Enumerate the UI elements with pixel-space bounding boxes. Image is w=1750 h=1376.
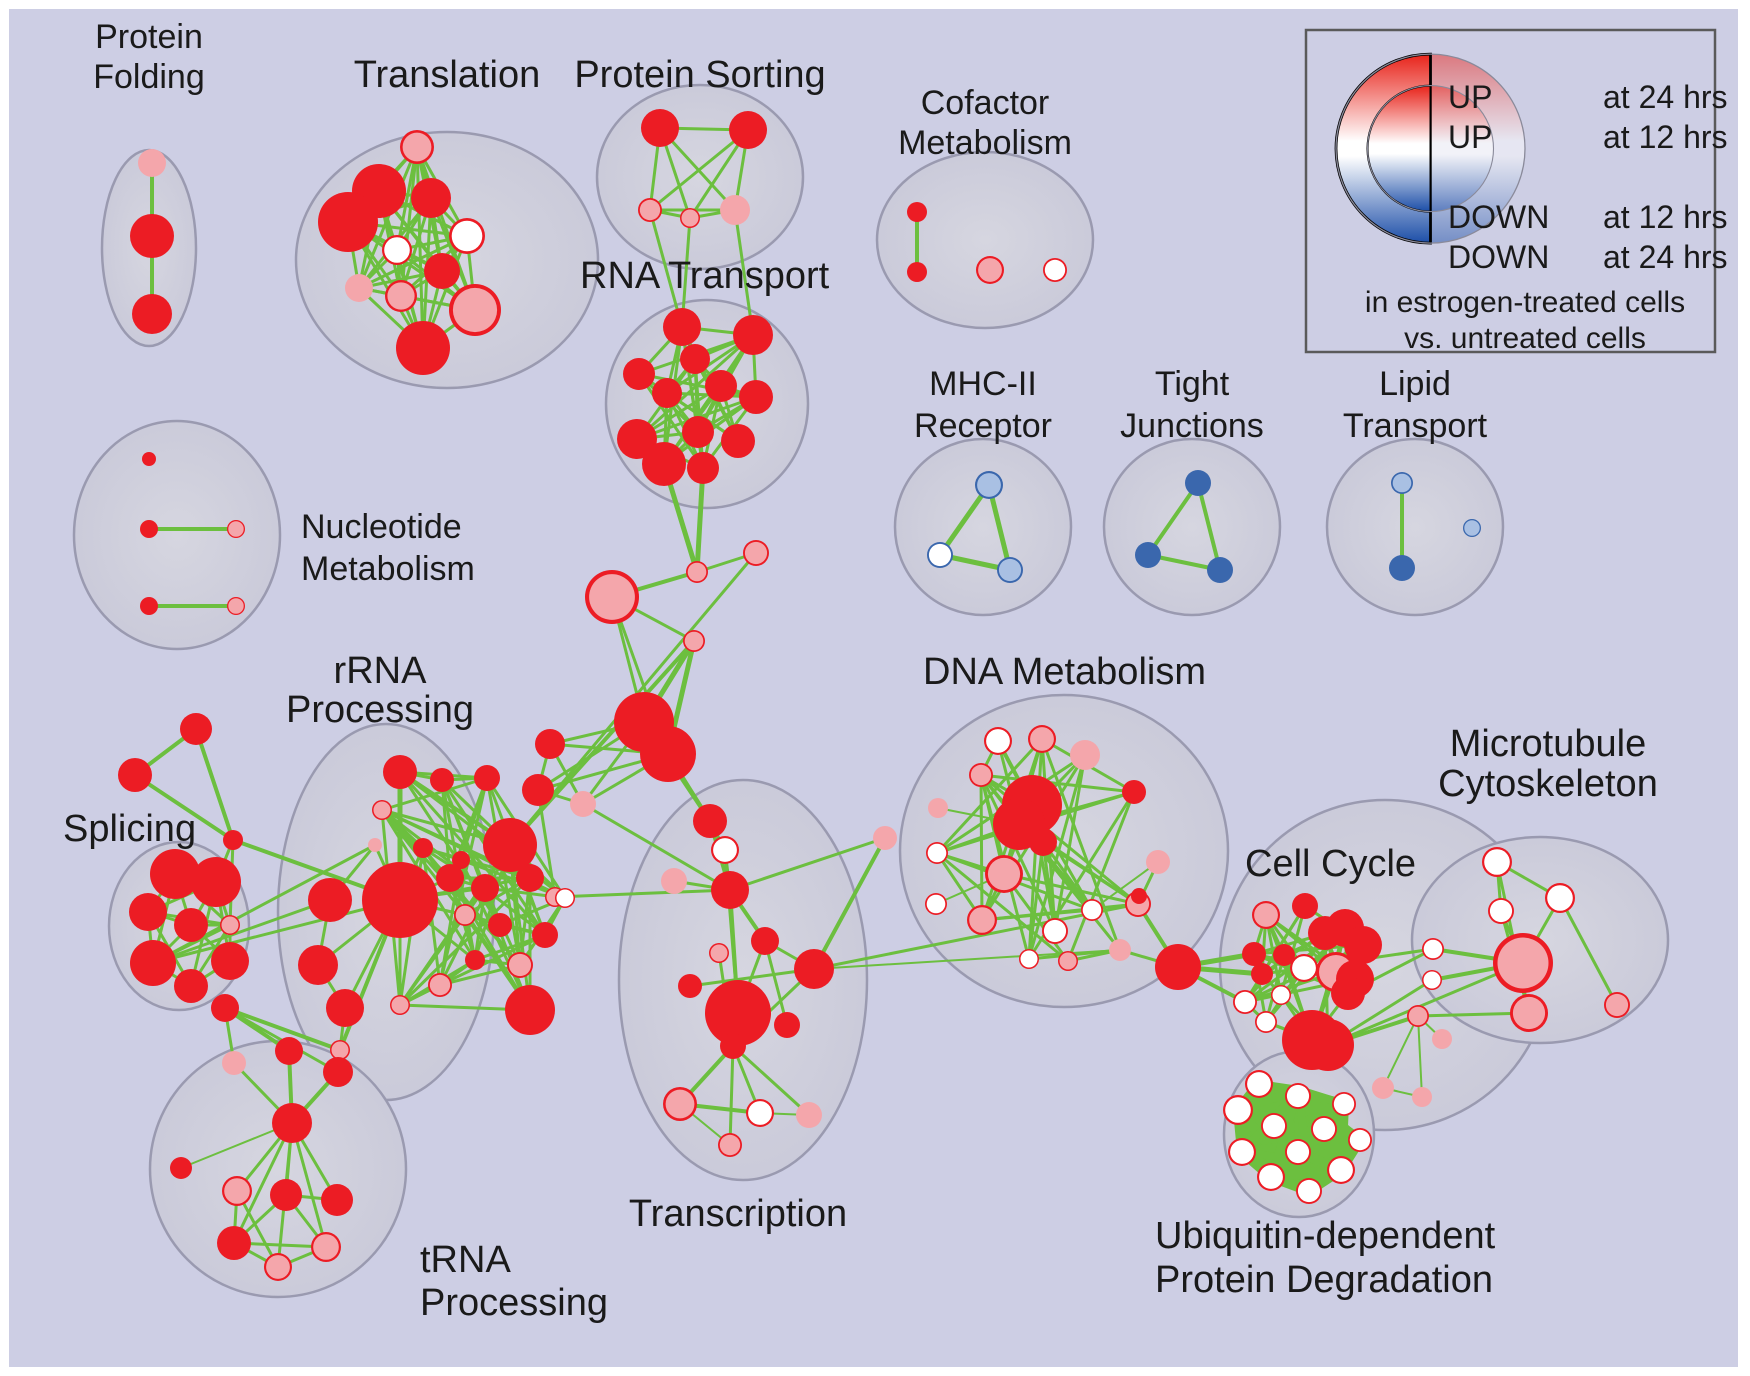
svg-text:vs. untreated cells: vs. untreated cells (1404, 322, 1646, 355)
svg-text:tRNA: tRNA (420, 1239, 511, 1281)
svg-text:at 12 hrs: at 12 hrs (1603, 119, 1728, 155)
svg-text:Ubiquitin-dependent: Ubiquitin-dependent (1155, 1215, 1496, 1257)
svg-text:Microtubule: Microtubule (1450, 723, 1646, 765)
svg-text:Cytoskeleton: Cytoskeleton (1438, 763, 1658, 805)
svg-text:Protein Sorting: Protein Sorting (574, 54, 825, 96)
svg-text:at 24 hrs: at 24 hrs (1603, 79, 1728, 115)
svg-text:Lipid: Lipid (1379, 365, 1451, 403)
svg-text:Metabolism: Metabolism (898, 124, 1072, 162)
svg-text:Junctions: Junctions (1120, 407, 1264, 445)
svg-text:DOWN: DOWN (1448, 199, 1549, 235)
svg-text:at 12 hrs: at 12 hrs (1603, 199, 1728, 235)
svg-text:UP: UP (1448, 119, 1492, 155)
svg-text:Protein Degradation: Protein Degradation (1155, 1259, 1493, 1301)
svg-text:MHC-II: MHC-II (929, 365, 1037, 403)
svg-text:RNA Transport: RNA Transport (580, 255, 830, 297)
svg-text:Cofactor: Cofactor (921, 84, 1050, 122)
svg-text:Folding: Folding (93, 58, 205, 96)
svg-text:Tight: Tight (1155, 365, 1230, 403)
svg-text:Protein: Protein (95, 18, 203, 56)
svg-text:Nucleotide: Nucleotide (301, 508, 462, 546)
svg-text:Receptor: Receptor (914, 407, 1052, 445)
svg-text:at 24 hrs: at 24 hrs (1603, 239, 1728, 275)
svg-text:Translation: Translation (354, 54, 541, 96)
svg-text:Splicing: Splicing (63, 808, 196, 850)
svg-text:Metabolism: Metabolism (301, 550, 475, 588)
svg-text:Processing: Processing (286, 689, 474, 731)
svg-text:UP: UP (1448, 79, 1492, 115)
svg-text:rRNA: rRNA (334, 650, 428, 692)
svg-text:Processing: Processing (420, 1282, 608, 1324)
svg-text:Cell Cycle: Cell Cycle (1245, 843, 1416, 885)
svg-text:DOWN: DOWN (1448, 239, 1549, 275)
svg-text:Transport: Transport (1343, 407, 1488, 445)
svg-text:Transcription: Transcription (629, 1193, 847, 1235)
svg-text:in estrogen-treated cells: in estrogen-treated cells (1365, 286, 1685, 319)
svg-text:DNA Metabolism: DNA Metabolism (923, 651, 1206, 693)
